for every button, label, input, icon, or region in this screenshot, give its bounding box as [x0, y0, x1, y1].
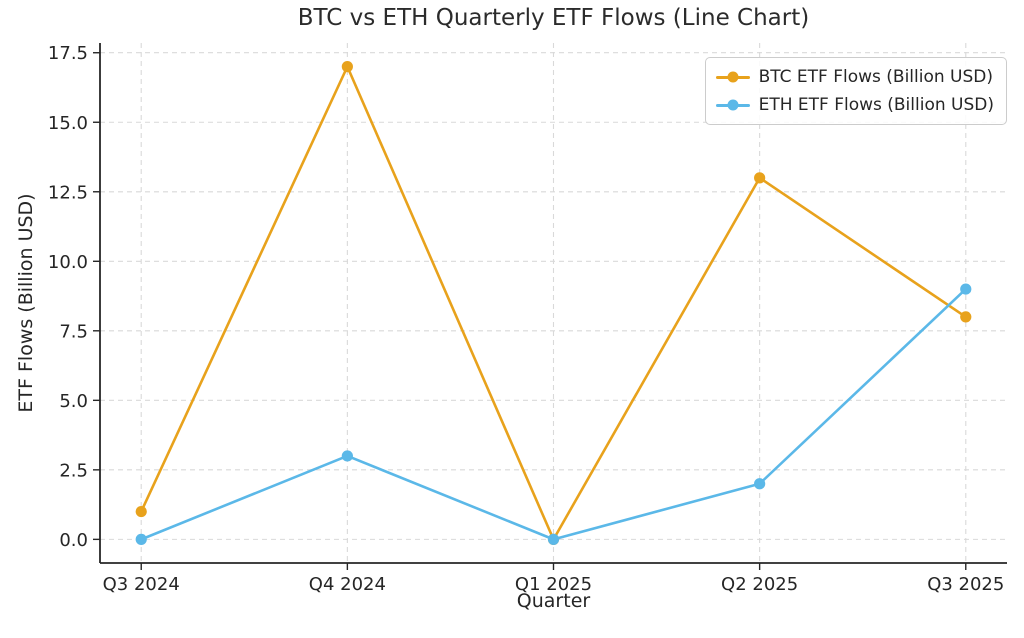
- chart-title: BTC vs ETH Quarterly ETF Flows (Line Cha…: [297, 5, 810, 31]
- legend: BTC ETF Flows (Billion USD) ETH ETF Flow…: [704, 57, 1007, 125]
- eth-data-point: [547, 533, 560, 545]
- x-tick-label: Q2 2025: [721, 574, 798, 595]
- x-axis-label: Quarter: [516, 590, 591, 612]
- legend-label-btc: BTC ETF Flows (Billion USD): [758, 67, 994, 87]
- y-tick-label: 10.0: [48, 252, 88, 273]
- btc-data-point: [341, 61, 353, 73]
- eth-legend-swatch: [715, 98, 750, 112]
- y-tick-label: 5.0: [59, 391, 88, 412]
- x-tick-label: Q3 2025: [927, 574, 1004, 595]
- y-tick-label: 17.5: [48, 43, 88, 64]
- btc-data-point: [135, 505, 147, 518]
- legend-item-btc: BTC ETF Flows (Billion USD): [715, 65, 994, 89]
- eth-data-point: [754, 478, 766, 490]
- x-tick-label: Q3 2024: [103, 574, 180, 595]
- legend-item-eth: ETH ETF Flows (Billion USD): [715, 93, 994, 117]
- x-tick-label: Q1 2025: [515, 574, 592, 595]
- legend-label-eth: ETH ETF Flows (Billion USD): [758, 95, 994, 115]
- btc-data-point: [960, 311, 972, 323]
- eth-legend-marker-icon: [727, 99, 739, 111]
- y-axis-label: ETF Flows (Billion USD): [15, 193, 37, 413]
- btc-legend-marker-icon: [727, 71, 739, 83]
- y-tick-label: 7.5: [59, 321, 88, 342]
- x-tick-label: Q4 2024: [309, 574, 386, 595]
- y-tick-label: 12.5: [48, 182, 88, 203]
- y-tick-label: 0.0: [59, 530, 88, 551]
- btc-legend-swatch: [715, 70, 750, 84]
- eth-data-point: [960, 283, 972, 295]
- eth-data-point: [135, 533, 147, 545]
- eth-data-point: [341, 450, 353, 462]
- y-tick-label: 15.0: [48, 113, 88, 134]
- btc-data-point: [754, 172, 766, 184]
- y-tick-label: 2.5: [59, 460, 88, 481]
